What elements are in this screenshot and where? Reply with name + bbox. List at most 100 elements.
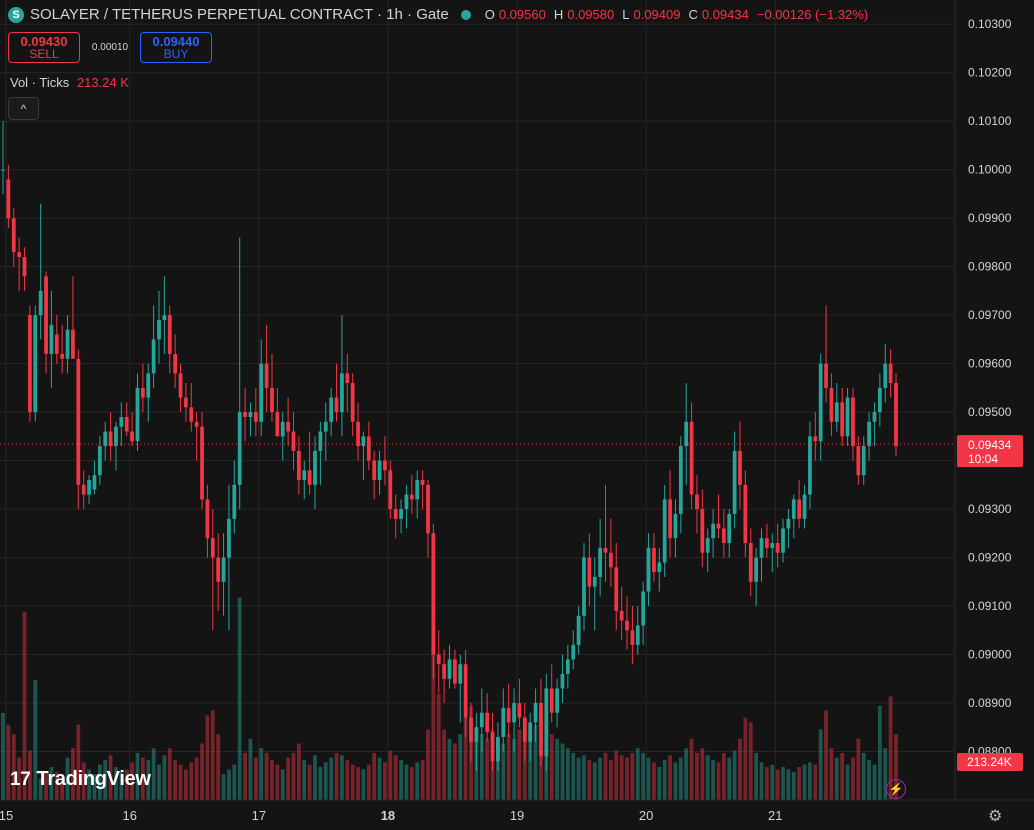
candle-body <box>840 402 845 437</box>
candle-body <box>770 543 775 548</box>
candle-body <box>87 480 91 495</box>
sell-button[interactable]: 0.09430 SELL <box>8 32 80 63</box>
candle-body <box>485 712 490 733</box>
candle-body <box>194 421 199 427</box>
tradingview-logo[interactable]: 17 TradingView <box>10 768 151 791</box>
candle-body <box>334 397 339 413</box>
volume-bar <box>11 734 16 800</box>
volume-bar <box>630 752 635 800</box>
candle-body <box>533 703 538 723</box>
candle-body <box>345 373 350 384</box>
volume-bar <box>178 764 183 800</box>
candle-body <box>205 499 210 539</box>
volume-bar <box>614 750 619 800</box>
candle-body <box>695 494 699 510</box>
volume-value: 213.24K <box>967 755 1012 769</box>
candle-body <box>786 518 791 529</box>
symbol-legend[interactable]: S SOLAYER / TETHERUS PERPETUAL CONTRACT … <box>8 6 868 23</box>
candle-body <box>162 315 167 320</box>
candle-body <box>356 421 360 447</box>
candle-body <box>447 659 452 679</box>
candle-body <box>458 664 463 684</box>
candle-body <box>732 450 737 514</box>
volume-bar <box>576 757 581 800</box>
volume-bar <box>533 724 538 800</box>
volume-legend[interactable]: Vol · Ticks 213.24 K <box>10 75 129 90</box>
volume-bar <box>313 755 317 800</box>
candle-body <box>834 402 839 422</box>
volume-bar <box>205 715 210 800</box>
volume-bar <box>592 762 597 800</box>
volume-bar <box>135 752 140 800</box>
last-price-tag: 0.09434 10:04 <box>957 435 1023 468</box>
time-tick-label: 15 <box>0 808 13 823</box>
volume-bar <box>200 743 204 800</box>
candle-body <box>92 475 97 490</box>
candle-body <box>189 407 194 422</box>
buy-button[interactable]: 0.09440 BUY <box>140 32 212 63</box>
volume-bar <box>732 750 737 800</box>
candle-body <box>393 509 398 519</box>
candle-body <box>625 620 629 631</box>
chevron-up-icon[interactable]: ^ <box>8 97 39 120</box>
candle-body <box>689 421 694 495</box>
time-tick-label: 19 <box>510 808 524 823</box>
buy-price: 0.09440 <box>152 34 200 49</box>
candle-body <box>479 712 484 728</box>
volume-bar <box>65 757 70 800</box>
volume-bar <box>856 738 861 800</box>
candle-body <box>243 412 247 417</box>
candle-body <box>587 557 592 587</box>
volume-bar <box>635 748 640 800</box>
price-tick-label: 0.09900 <box>968 211 1012 225</box>
volume-bar <box>377 757 382 800</box>
volume-bar <box>124 769 129 800</box>
candle-body <box>270 387 274 413</box>
candle-body <box>609 552 613 568</box>
volume-bar <box>248 738 253 800</box>
time-axis[interactable]: 15 16 17 18 19 20 21 <box>0 808 783 823</box>
candle-body <box>248 412 253 417</box>
buy-label: BUY <box>163 47 189 61</box>
candle-body <box>754 557 759 582</box>
candle-body <box>216 557 221 582</box>
volume-bar <box>1 712 5 800</box>
candle-body <box>765 538 769 548</box>
symbol-title[interactable]: SOLAYER / TETHERUS PERPETUAL CONTRACT · … <box>30 6 449 23</box>
price-tick-label: 0.10300 <box>968 17 1012 31</box>
high-value: 0.09580 <box>567 7 615 22</box>
volume-bar <box>6 724 11 800</box>
volume-bar <box>609 760 613 800</box>
candle-body <box>829 387 834 422</box>
volume-bar <box>894 734 898 800</box>
sell-price: 0.09430 <box>20 34 68 49</box>
candle-body <box>888 363 893 384</box>
volume-bar <box>409 767 414 800</box>
spread-value: 0.00010 <box>91 42 129 53</box>
volume-bar <box>452 743 457 800</box>
volume-bar <box>323 762 328 800</box>
candle-body <box>662 499 667 563</box>
lightning-bolt-icon[interactable]: ⚡ <box>886 779 906 799</box>
price-tick-label: 0.09000 <box>968 648 1012 662</box>
volume-bar <box>388 750 393 800</box>
candle-body <box>861 446 866 476</box>
volume-bar <box>227 769 231 800</box>
volume-bar <box>345 760 350 800</box>
candle-body <box>119 416 124 427</box>
volume-bar <box>270 760 274 800</box>
candle-body <box>555 688 559 713</box>
gear-icon[interactable]: ⚙ <box>988 808 1003 825</box>
candle-body <box>845 397 850 437</box>
volume-bar <box>146 760 151 800</box>
volume-bar <box>302 760 307 800</box>
volume-bar <box>555 738 559 800</box>
time-tick-label: 21 <box>768 808 782 823</box>
volume-bar <box>372 752 377 800</box>
candle-body <box>49 324 54 354</box>
candle-body <box>280 421 285 437</box>
volume-bar <box>641 752 646 800</box>
volume-bar <box>140 757 145 800</box>
candle-body <box>253 412 258 422</box>
